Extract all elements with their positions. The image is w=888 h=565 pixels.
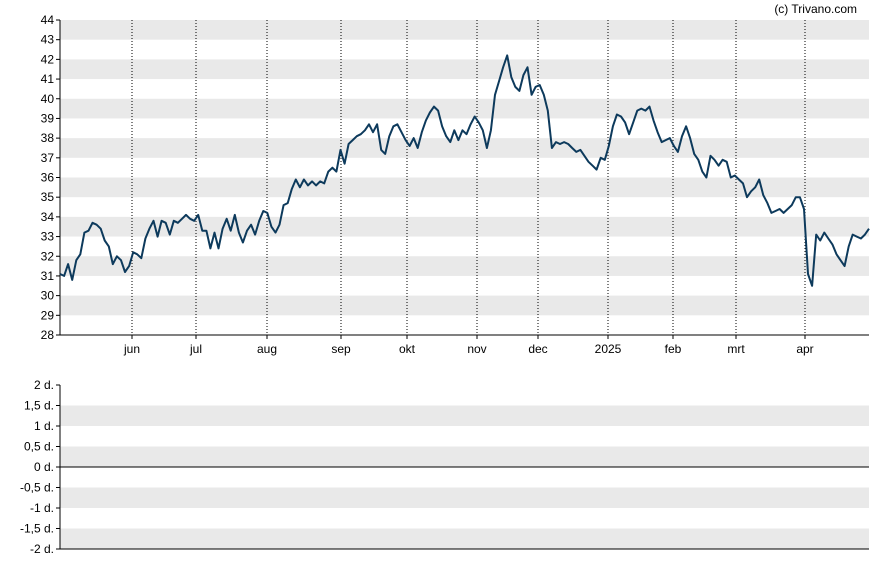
y-tick-label: 41 [41,72,55,86]
y-tick-label: 32 [41,249,55,263]
x-tick-label: aug [257,342,277,356]
y-tick-label: 37 [41,151,55,165]
grid-band [60,216,869,237]
x-tick-label: feb [665,342,682,356]
x-tick-label: dec [528,342,547,356]
secondary-panel: 2 d. 1,5 d. 1 d. 0,5 d. 0 d. -0,5 d. -1 d. -1,5… [20,378,869,556]
grid-band [60,177,869,198]
y-tick-label: 38 [41,131,55,145]
grid-band [60,528,869,549]
y-tick-label: -1,5 d. [20,522,54,536]
y-tick-label: 0 d. [34,460,54,474]
grid-band [60,256,869,276]
y-tick-label: 30 [41,289,55,303]
y-tick-label: 0,5 d. [24,440,54,454]
x-tick-label: sep [331,342,351,356]
y-tick-label: 42 [41,52,55,66]
y-tick-label: 39 [41,111,55,125]
x-tick-label: okt [399,342,416,356]
y-tick-label: 29 [41,308,55,322]
credit-label[interactable]: (c) Trivano.com [774,2,857,16]
price-panel: jun jul aug sep okt nov dec 2025 feb mrt apr 28 29 30… [41,13,870,356]
y-tick-label: 43 [41,33,55,47]
y-tick-label: 40 [41,92,55,106]
grid-band [60,405,869,426]
grid-band [60,20,869,40]
y-tick-label: -2 d. [30,542,54,556]
y-tick-label: 2 d. [34,378,54,392]
x-tick-label: apr [796,342,813,356]
y-tick-label: -1 d. [30,501,54,515]
y-tick-label: 36 [41,171,55,185]
y-tick-label: 1,5 d. [24,399,54,413]
y-tick-label: 28 [41,328,55,342]
x-tick-label: mrt [727,342,745,356]
grid-band [60,295,869,316]
x-tick-label: jun [123,342,140,356]
grid-band [60,487,869,508]
y-tick-label: 31 [41,269,55,283]
y-tick-label: 34 [41,210,55,224]
x-tick-label: 2025 [595,342,622,356]
x-tick-label: nov [467,342,486,356]
y-tick-label: 33 [41,230,55,244]
grid-band [60,98,869,119]
grid-band [60,446,869,467]
y-tick-label: 35 [41,190,55,204]
price-line [59,54,870,287]
grid-band [60,138,869,158]
x-tick-label: jul [189,342,202,356]
y-tick-label: -0,5 d. [20,481,54,495]
y-tick-label: 44 [41,13,55,27]
y-tick-label: 1 d. [34,419,54,433]
grid-band [60,59,869,80]
